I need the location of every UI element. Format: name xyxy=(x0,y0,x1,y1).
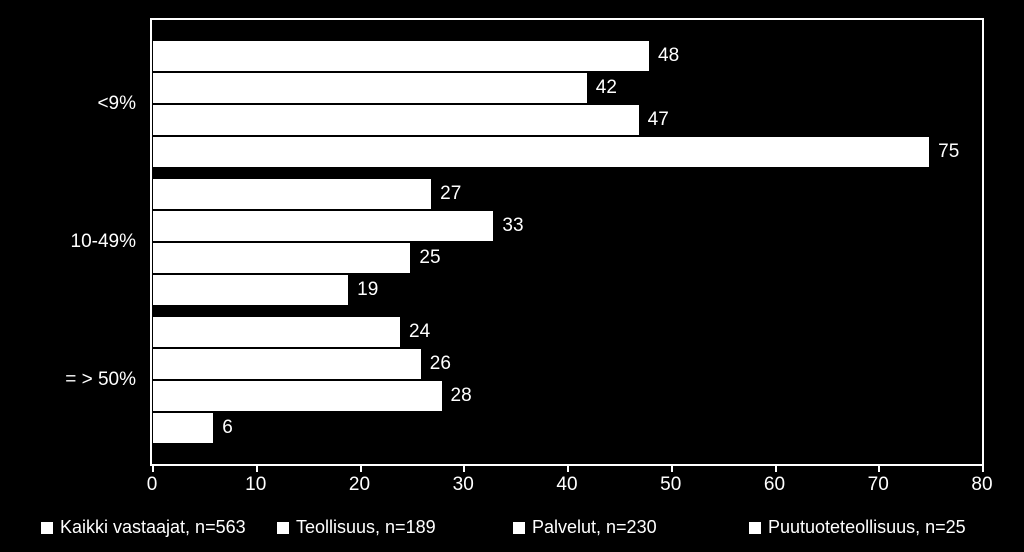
bar-value-label: 47 xyxy=(648,110,669,129)
bar-value-label: 33 xyxy=(502,216,523,235)
bar xyxy=(152,104,640,136)
x-tick-label: 30 xyxy=(453,474,474,496)
bar-value-label: 25 xyxy=(419,248,440,267)
bar xyxy=(152,242,411,274)
legend-item: Palvelut, n=230 xyxy=(512,517,748,538)
x-tick-label: 60 xyxy=(764,474,785,496)
bar xyxy=(152,40,650,72)
x-tick-label: 50 xyxy=(660,474,681,496)
bar-value-label: 24 xyxy=(409,322,430,341)
bar-value-label: 27 xyxy=(440,184,461,203)
category-label: = > 50% xyxy=(65,369,136,391)
plot-area: <9%4842477510-49%27332519= > 50%24262860… xyxy=(150,18,984,466)
legend-swatch-icon xyxy=(748,521,762,535)
x-tick xyxy=(982,464,984,472)
legend: Kaikki vastaajat, n=563 Teollisuus, n=189… xyxy=(40,517,984,538)
bar xyxy=(152,178,432,210)
x-tick xyxy=(256,464,258,472)
x-tick-label: 80 xyxy=(971,474,992,496)
legend-swatch-icon xyxy=(512,521,526,535)
legend-item: Teollisuus, n=189 xyxy=(276,517,512,538)
legend-swatch-icon xyxy=(276,521,290,535)
bar-value-label: 6 xyxy=(222,418,233,437)
category-group: <9%48424775 xyxy=(152,40,982,168)
x-tick xyxy=(360,464,362,472)
legend-label: Puutuoteteollisuus, n=25 xyxy=(768,517,966,538)
bar xyxy=(152,412,214,444)
bar xyxy=(152,136,930,168)
bar-value-label: 19 xyxy=(357,280,378,299)
bar xyxy=(152,72,588,104)
bar xyxy=(152,316,401,348)
bar-value-label: 28 xyxy=(451,386,472,405)
x-tick xyxy=(878,464,880,472)
x-tick-label: 40 xyxy=(556,474,577,496)
x-tick-label: 0 xyxy=(147,474,158,496)
legend-label: Palvelut, n=230 xyxy=(532,517,657,538)
x-tick xyxy=(671,464,673,472)
category-label: 10-49% xyxy=(71,231,137,253)
x-tick xyxy=(152,464,154,472)
bar xyxy=(152,348,422,380)
legend-swatch-icon xyxy=(40,521,54,535)
legend-item: Kaikki vastaajat, n=563 xyxy=(40,517,276,538)
legend-item: Puutuoteteollisuus, n=25 xyxy=(748,517,984,538)
category-group: 10-49%27332519 xyxy=(152,178,982,306)
x-tick-label: 70 xyxy=(868,474,889,496)
bar xyxy=(152,274,349,306)
category-label: <9% xyxy=(97,93,136,115)
bar xyxy=(152,210,494,242)
legend-label: Teollisuus, n=189 xyxy=(296,517,436,538)
x-tick-label: 10 xyxy=(245,474,266,496)
x-tick xyxy=(463,464,465,472)
bar xyxy=(152,380,443,412)
x-tick xyxy=(775,464,777,472)
legend-label: Kaikki vastaajat, n=563 xyxy=(60,517,246,538)
x-tick-label: 20 xyxy=(349,474,370,496)
x-tick xyxy=(567,464,569,472)
bar-value-label: 26 xyxy=(430,354,451,373)
category-group: = > 50%2426286 xyxy=(152,316,982,444)
bar-value-label: 75 xyxy=(938,142,959,161)
chart-container: <9%4842477510-49%27332519= > 50%24262860… xyxy=(0,0,1024,552)
bar-value-label: 42 xyxy=(596,78,617,97)
bar-value-label: 48 xyxy=(658,46,679,65)
